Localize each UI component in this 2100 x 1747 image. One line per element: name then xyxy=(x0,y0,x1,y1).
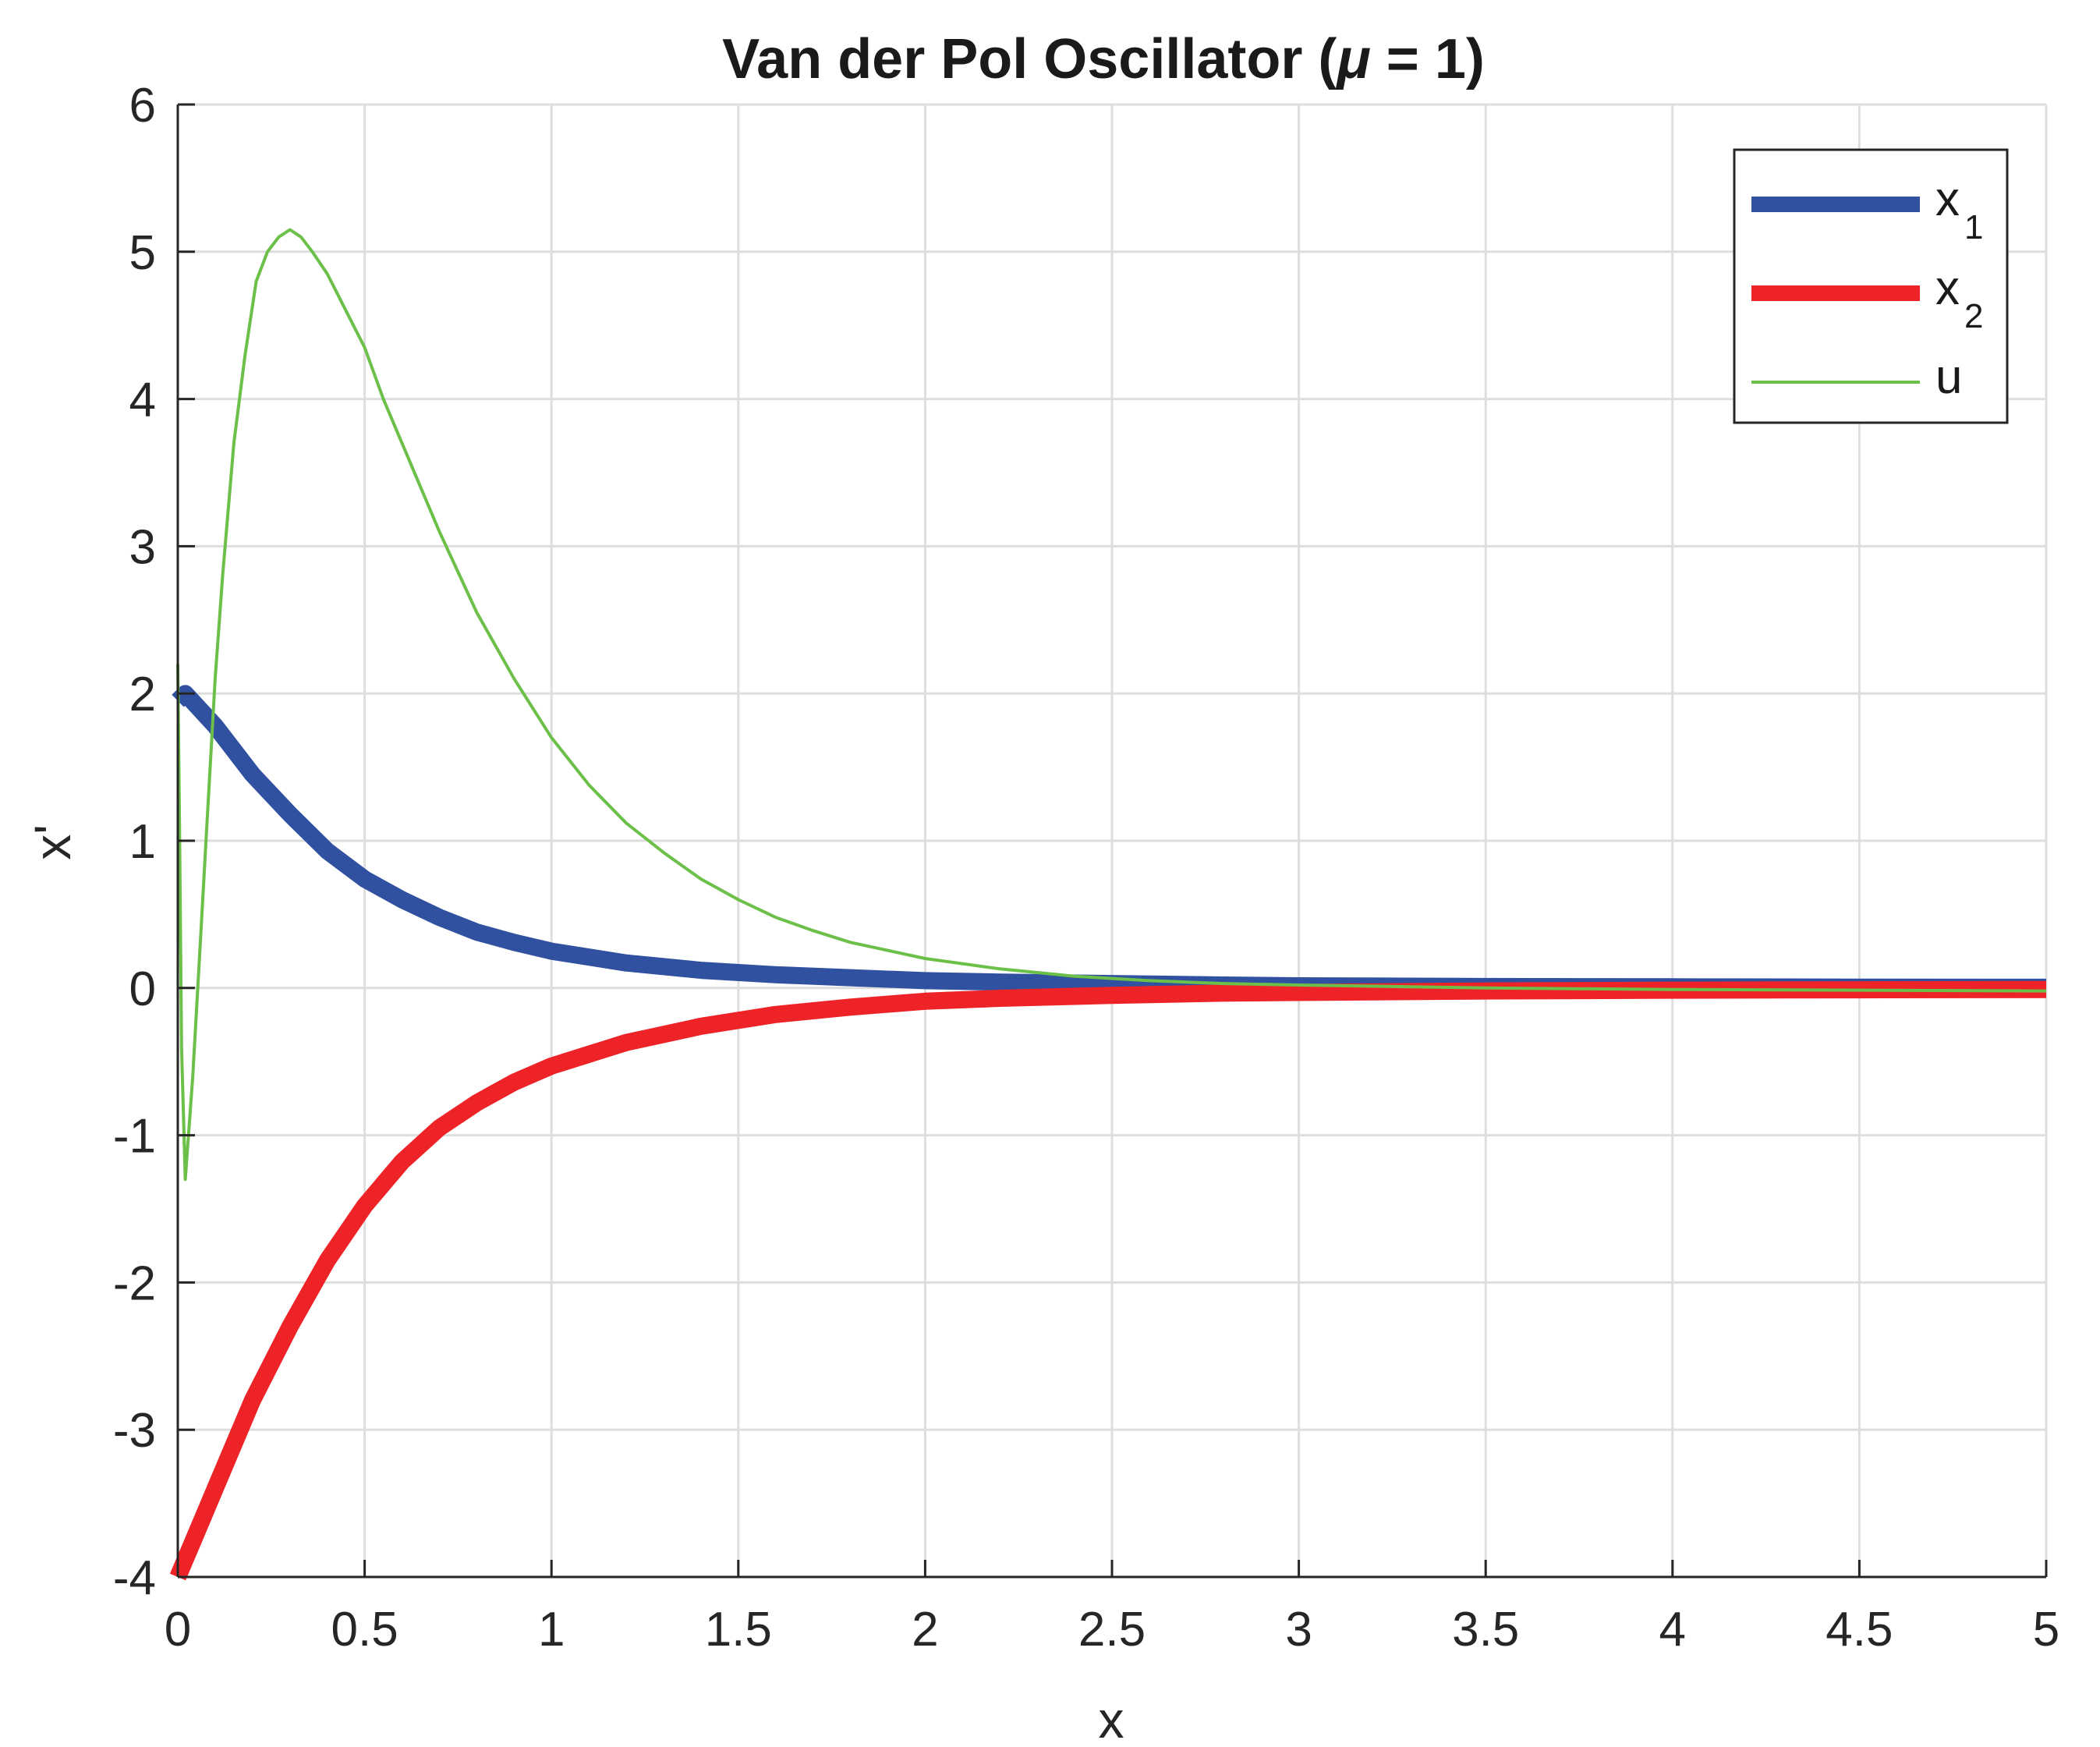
y-tick-label: 2 xyxy=(129,668,156,721)
title-main: Van der Pol Oscillator ( xyxy=(722,28,1337,90)
x-tick-label: 2.5 xyxy=(1078,1603,1146,1657)
x-tick-label: 0.5 xyxy=(331,1603,398,1657)
legend-label-main: x xyxy=(1935,261,1960,315)
legend-label: x2 xyxy=(1935,261,1983,335)
y-tick-label: -1 xyxy=(113,1110,156,1164)
legend-label-main: u xyxy=(1935,350,1962,404)
legend-label: x1 xyxy=(1935,172,1983,246)
x-tick-label: 4.5 xyxy=(1826,1603,1893,1657)
y-tick-label: 1 xyxy=(129,815,156,869)
legend-label: u xyxy=(1935,350,1962,404)
x-tick-label: 5 xyxy=(2033,1603,2059,1657)
chart-title: Van der Pol Oscillator (μ = 1) xyxy=(722,28,1485,90)
y-tick-label: -3 xyxy=(113,1404,156,1458)
x-axis-label: x xyxy=(1099,1691,1124,1747)
x-tick-labels: 0 0.5 1 1.5 2 2.5 3 3.5 4 4.5 5 xyxy=(165,1603,2059,1657)
series-line-x2 xyxy=(169,980,2047,1581)
x-tick-label: 1.5 xyxy=(705,1603,772,1657)
legend-label-subscript: 2 xyxy=(1964,297,1983,335)
x-tick-label: 2 xyxy=(912,1603,938,1657)
legend-label-main: x xyxy=(1935,172,1960,226)
axes xyxy=(176,103,2048,1579)
series-line-u xyxy=(176,228,2047,1182)
y-tick-label: 3 xyxy=(129,520,156,574)
y-tick-label: 4 xyxy=(129,374,156,427)
x-tick-label: 1 xyxy=(538,1603,565,1657)
y-tick-label: -4 xyxy=(113,1551,156,1605)
y-tick-label: 6 xyxy=(129,79,156,133)
legend-label-subscript: 1 xyxy=(1964,208,1983,246)
x-tick-label: 3 xyxy=(1285,1603,1312,1657)
y-axis-label: x' xyxy=(23,824,81,860)
y-tick-label: -2 xyxy=(113,1256,156,1310)
plot-lines xyxy=(169,228,2047,1581)
x-tick-label: 3.5 xyxy=(1452,1603,1519,1657)
title-symbol: μ xyxy=(1335,28,1370,90)
y-tick-label: 5 xyxy=(129,226,156,280)
x-tick-label: 0 xyxy=(165,1603,191,1657)
y-tick-labels: -4 -3 -2 -1 0 1 2 3 4 5 6 xyxy=(113,79,156,1605)
title-end: = 1) xyxy=(1371,28,1485,90)
y-tick-label: 0 xyxy=(129,962,156,1016)
x-tick-label: 4 xyxy=(1659,1603,1686,1657)
